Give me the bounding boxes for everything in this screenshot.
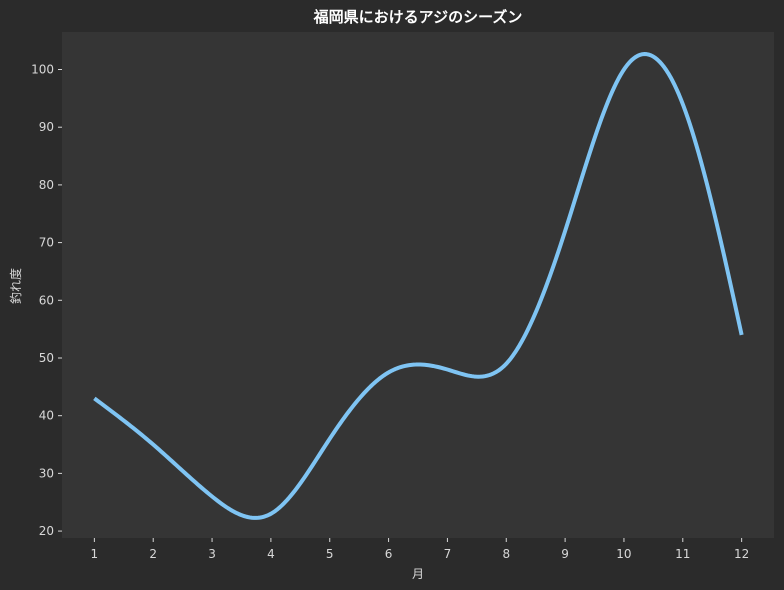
x-tick-label: 11 xyxy=(675,547,690,561)
x-tick-label: 2 xyxy=(149,547,157,561)
plot-area xyxy=(62,32,774,538)
y-tick-label: 90 xyxy=(39,120,54,134)
y-tick-label: 60 xyxy=(39,293,54,307)
x-tick-label: 3 xyxy=(208,547,216,561)
y-tick-label: 80 xyxy=(39,178,54,192)
x-tick-label: 10 xyxy=(616,547,631,561)
y-axis-ticks: 20 30 40 50 60 70 80 90 100 xyxy=(31,63,62,538)
y-tick-label: 100 xyxy=(31,63,54,77)
x-tick-label: 12 xyxy=(734,547,749,561)
series-line xyxy=(93,52,744,520)
y-tick-label: 70 xyxy=(39,236,54,250)
x-tick-label: 5 xyxy=(326,547,334,561)
y-tick-label: 40 xyxy=(39,409,54,423)
series-layer xyxy=(93,52,744,520)
y-tick-label: 20 xyxy=(39,524,54,538)
x-tick-label: 6 xyxy=(385,547,393,561)
x-tick-label: 4 xyxy=(267,547,275,561)
y-tick-label: 30 xyxy=(39,466,54,480)
y-tick-label: 50 xyxy=(39,351,54,365)
chart-title: 福岡県におけるアジのシーズン xyxy=(313,8,523,26)
x-tick-label: 9 xyxy=(561,547,569,561)
x-tick-label: 7 xyxy=(444,547,452,561)
x-axis-label: 月 xyxy=(412,567,424,581)
x-tick-label: 8 xyxy=(502,547,510,561)
x-tick-label: 1 xyxy=(91,547,99,561)
x-axis-ticks: 1 2 3 4 5 6 7 8 9 10 11 12 xyxy=(91,538,749,561)
y-axis-label: 釣れ度 xyxy=(8,268,23,304)
